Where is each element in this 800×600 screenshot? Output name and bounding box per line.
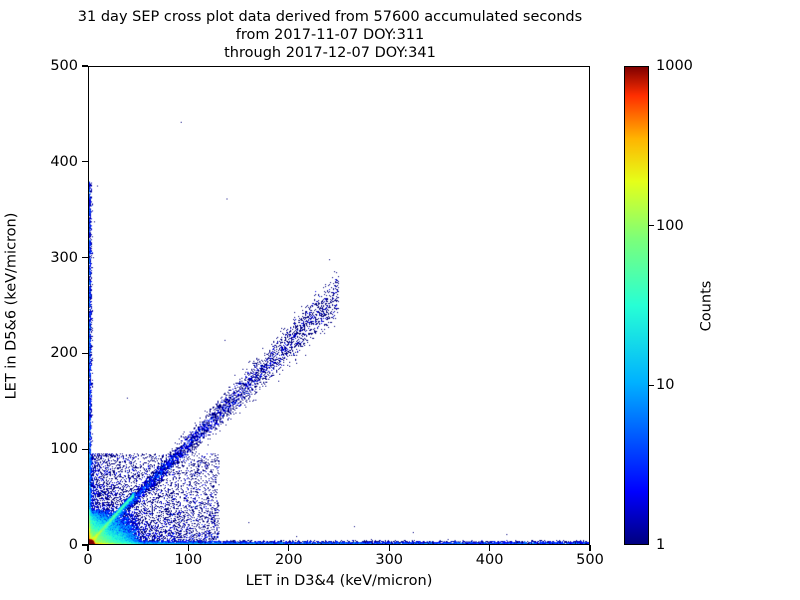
x-tick-mark [489,545,491,551]
x-tick-label: 100 [174,552,203,568]
chart-title: 31 day SEP cross plot data derived from … [0,8,660,62]
y-tick-mark [82,65,88,67]
y-tick-label: 0 [68,537,78,553]
chart-title-line-2: from 2017-11-07 DOY:311 [235,27,425,43]
chart-title-line-3: through 2017-12-07 DOY:341 [224,45,436,61]
y-tick-label: 400 [50,153,78,170]
colorbar-tick-label: 10 [656,377,675,394]
y-tick-mark [82,448,88,450]
y-tick-mark [82,544,88,546]
y-tick-mark [82,352,88,354]
colorbar-tick-label: 1 [656,537,666,553]
colorbar-tick-label: 1000 [656,58,693,74]
colorbar-title-text: Counts [698,280,714,331]
x-tick-label: 500 [576,552,604,568]
y-tick-label: 100 [50,441,78,458]
x-tick-mark [388,545,390,551]
x-tick-label: 200 [274,552,303,568]
x-tick-label: 400 [475,552,504,568]
x-tick-label: 0 [83,552,93,568]
y-tick-label: 200 [50,345,78,362]
scatter-data-canvas [89,67,589,544]
y-axis-label-text: LET in D5&6 (keV/micron) [3,212,20,399]
colorbar-tick-mark [649,384,654,386]
x-tick-label: 300 [375,552,404,568]
x-tick-mark [288,545,290,551]
y-axis-label: LET in D5&6 (keV/micron) [0,66,22,545]
x-tick-mark [589,545,591,551]
plot-axes-frame [88,66,590,545]
x-axis-label: LET in D3&4 (keV/micron) [245,573,433,589]
colorbar-title: Counts [694,66,718,545]
colorbar [624,66,649,545]
y-tick-mark [82,161,88,163]
x-tick-mark [87,545,89,551]
y-tick-label: 300 [50,249,78,266]
y-tick-label: 500 [50,58,78,74]
y-tick-mark [82,257,88,259]
x-tick-mark [187,545,189,551]
colorbar-tick-mark [649,225,654,227]
colorbar-tick-label: 100 [656,217,684,234]
colorbar-gradient [624,66,649,545]
chart-title-line-1: 31 day SEP cross plot data derived from … [77,9,583,25]
